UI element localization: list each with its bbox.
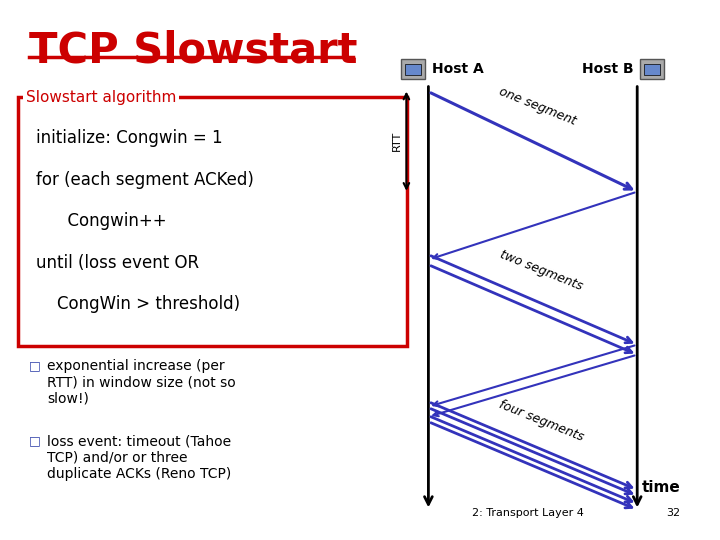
Text: □: □	[29, 435, 40, 448]
Text: loss event: timeout (Tahoe: loss event: timeout (Tahoe	[47, 435, 231, 449]
Text: duplicate ACKs (Reno TCP): duplicate ACKs (Reno TCP)	[47, 467, 231, 481]
Text: Host B: Host B	[582, 62, 633, 76]
FancyBboxPatch shape	[640, 59, 665, 79]
Text: Congwin++: Congwin++	[36, 212, 166, 230]
Text: four segments: four segments	[497, 398, 585, 444]
Text: RTT) in window size (not so: RTT) in window size (not so	[47, 375, 235, 389]
Text: Host A: Host A	[433, 62, 484, 76]
Text: until (loss event OR: until (loss event OR	[36, 254, 199, 272]
FancyBboxPatch shape	[644, 64, 660, 75]
Text: CongWin > threshold): CongWin > threshold)	[36, 295, 240, 313]
Text: □: □	[29, 359, 40, 372]
Text: exponential increase (per: exponential increase (per	[47, 359, 225, 373]
Text: TCP Slowstart: TCP Slowstart	[29, 30, 357, 72]
Text: Slowstart algorithm: Slowstart algorithm	[26, 90, 176, 105]
Text: RTT: RTT	[392, 131, 402, 151]
Bar	[18, 97, 407, 346]
Text: TCP) and/or or three: TCP) and/or or three	[47, 451, 187, 465]
Text: 32: 32	[666, 508, 680, 518]
Text: two segments: two segments	[498, 248, 584, 293]
Text: for (each segment ACKed): for (each segment ACKed)	[36, 171, 254, 188]
Text: one segment: one segment	[498, 85, 578, 127]
FancyBboxPatch shape	[405, 64, 421, 75]
FancyBboxPatch shape	[402, 59, 426, 79]
Text: slow!): slow!)	[47, 391, 89, 405]
Text: initialize: Congwin = 1: initialize: Congwin = 1	[36, 129, 222, 147]
Text: 2: Transport Layer 4: 2: Transport Layer 4	[472, 508, 583, 518]
Text: time: time	[642, 480, 681, 495]
